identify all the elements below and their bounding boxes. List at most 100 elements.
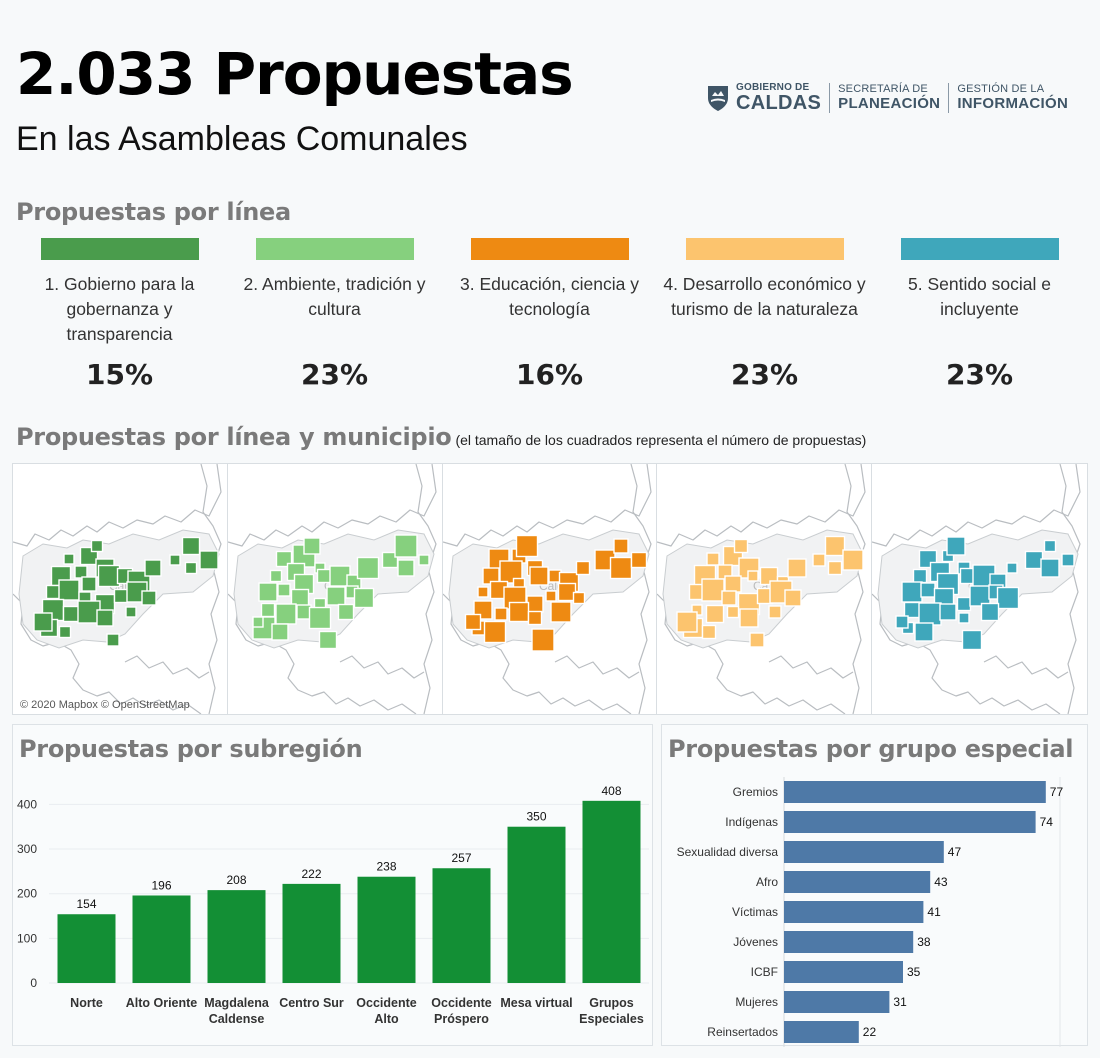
municipio-square — [549, 601, 572, 623]
data-label: 257 — [451, 851, 471, 865]
y-tick-label: Gremios — [733, 785, 778, 799]
municipio-square — [275, 550, 292, 568]
section-title-por-linea-municipio: Propuestas por línea y municipio (el tama… — [16, 423, 866, 451]
y-tick-label: Mujeres — [735, 995, 778, 1009]
bar — [784, 871, 931, 893]
municipio-square — [81, 576, 97, 592]
municipio-square — [920, 582, 936, 598]
line-item-2: 2. Ambiente, tradición y cultura 23% — [227, 238, 442, 398]
logo-gestion-line1: GESTIÓN DE LA — [957, 83, 1045, 96]
x-tick-label: Centro Sur — [279, 996, 344, 1010]
bar — [784, 901, 924, 923]
map-panel-line-4[interactable]: Caldas — [657, 464, 873, 714]
line-label: 4. Desarrollo económico y turismo de la … — [663, 274, 866, 319]
municipio-square — [181, 536, 201, 556]
municipio-square — [418, 554, 430, 566]
municipio-square — [508, 601, 529, 623]
bar — [57, 914, 116, 983]
line-item-1: 1. Gobierno para la gobernanza y transpa… — [12, 238, 227, 398]
municipio-square — [397, 559, 415, 577]
y-tick-label: Reinsertados — [707, 1025, 778, 1039]
municipio-square — [277, 583, 291, 597]
bar — [784, 1021, 859, 1043]
municipio-square — [1043, 539, 1057, 553]
map-panel-line-3[interactable]: Caldas — [442, 464, 658, 714]
bar — [784, 841, 944, 863]
bar — [357, 876, 416, 983]
municipio-square — [676, 611, 699, 633]
municipio-square — [184, 561, 198, 575]
municipio-square — [141, 590, 157, 606]
municipio-square — [326, 586, 346, 606]
x-tick-label: Norte — [70, 996, 103, 1010]
page-subtitle: En las Asambleas Comunales — [16, 120, 468, 158]
municipio-square — [58, 625, 72, 639]
municipio-square — [199, 550, 219, 570]
municipio-square — [747, 570, 760, 582]
bar — [282, 883, 341, 983]
logo-divider — [948, 83, 950, 113]
municipio-square — [825, 535, 846, 557]
municipio-square — [575, 560, 590, 576]
bar — [432, 868, 491, 983]
y-tick-label: 200 — [17, 887, 37, 901]
y-tick-label: ICBF — [751, 965, 778, 979]
municipio-square — [45, 584, 61, 600]
data-label: 77 — [1050, 785, 1064, 799]
municipio-square — [125, 606, 137, 618]
municipio-square — [706, 552, 721, 566]
organization-logo: GOBIERNO DE CALDAS SECRETARÍA DE PLANEAC… — [706, 80, 1076, 116]
map-panel-line-5[interactable]: Caldas — [872, 464, 1087, 714]
line-item-4: 4. Desarrollo económico y turismo de la … — [657, 238, 872, 398]
data-label: 238 — [376, 860, 396, 874]
y-tick-label: 100 — [17, 931, 37, 945]
municipio-square — [33, 612, 53, 632]
map-panel-line-1[interactable]: Caldas © 2020 Mapbox © OpenStreetMap — [13, 464, 228, 714]
map-panel-line-2[interactable]: Caldas — [227, 464, 443, 714]
municipio-square — [828, 560, 843, 576]
municipio-square — [701, 578, 726, 602]
municipio-square — [749, 632, 766, 648]
bar — [784, 931, 914, 953]
y-tick-label: 300 — [17, 842, 37, 856]
municipio-square — [74, 565, 88, 579]
municipio-square — [356, 556, 379, 580]
line-label: 5. Sentido social e incluyente — [907, 274, 1051, 319]
municipio-square — [337, 603, 354, 621]
line-label: 3. Educación, ciencia y tecnología — [460, 274, 639, 319]
municipio-square — [901, 581, 923, 603]
y-tick-label: 400 — [17, 797, 37, 811]
municipio-square — [784, 589, 803, 607]
subregion-chart-panel: Propuestas por subregión 0 100 200 300 400 15… — [12, 724, 653, 1046]
municipio-square — [1024, 550, 1044, 570]
x-tick-label: Grupos Especiales — [579, 996, 644, 1026]
municipio-square — [958, 612, 970, 624]
municipio-square — [1006, 562, 1018, 574]
municipio-square — [980, 602, 1000, 622]
municipio-square — [260, 602, 275, 618]
municipio-square — [303, 537, 321, 555]
line-label: 2. Ambiente, tradición y cultura — [243, 274, 426, 319]
line-label: 1. Gobierno para la gobernanza y transpa… — [44, 274, 195, 344]
municipio-square — [476, 586, 489, 598]
logo-secretaria-line1: SECRETARÍA DE — [838, 83, 928, 96]
data-label: 196 — [151, 878, 171, 892]
x-tick-label: Alto Oriente — [126, 996, 198, 1010]
municipio-square — [169, 554, 181, 566]
line-color-bar — [685, 238, 844, 260]
data-label: 208 — [226, 873, 246, 887]
municipio-square — [58, 579, 80, 601]
municipio-square — [996, 586, 1020, 610]
logo-gestion-line2: INFORMACIÓN — [957, 94, 1069, 112]
municipio-square — [316, 568, 331, 584]
line-percentage: 15% — [85, 358, 154, 391]
municipio-square — [106, 633, 120, 647]
group-chart-panel: Propuestas por grupo especial Gremios 77 I… — [661, 724, 1088, 1047]
y-tick-label: 0 — [30, 976, 37, 990]
municipio-square — [946, 536, 966, 556]
municipio-square — [961, 629, 983, 651]
subregion-chart-title: Propuestas por subregión — [19, 735, 363, 763]
x-tick-label: Mesa virtual — [500, 996, 572, 1010]
municipio-square — [572, 591, 585, 605]
subregion-bar-chart: 0 100 200 300 400 154 Norte 196 Alto Oriente 208 M… — [17, 784, 649, 1026]
